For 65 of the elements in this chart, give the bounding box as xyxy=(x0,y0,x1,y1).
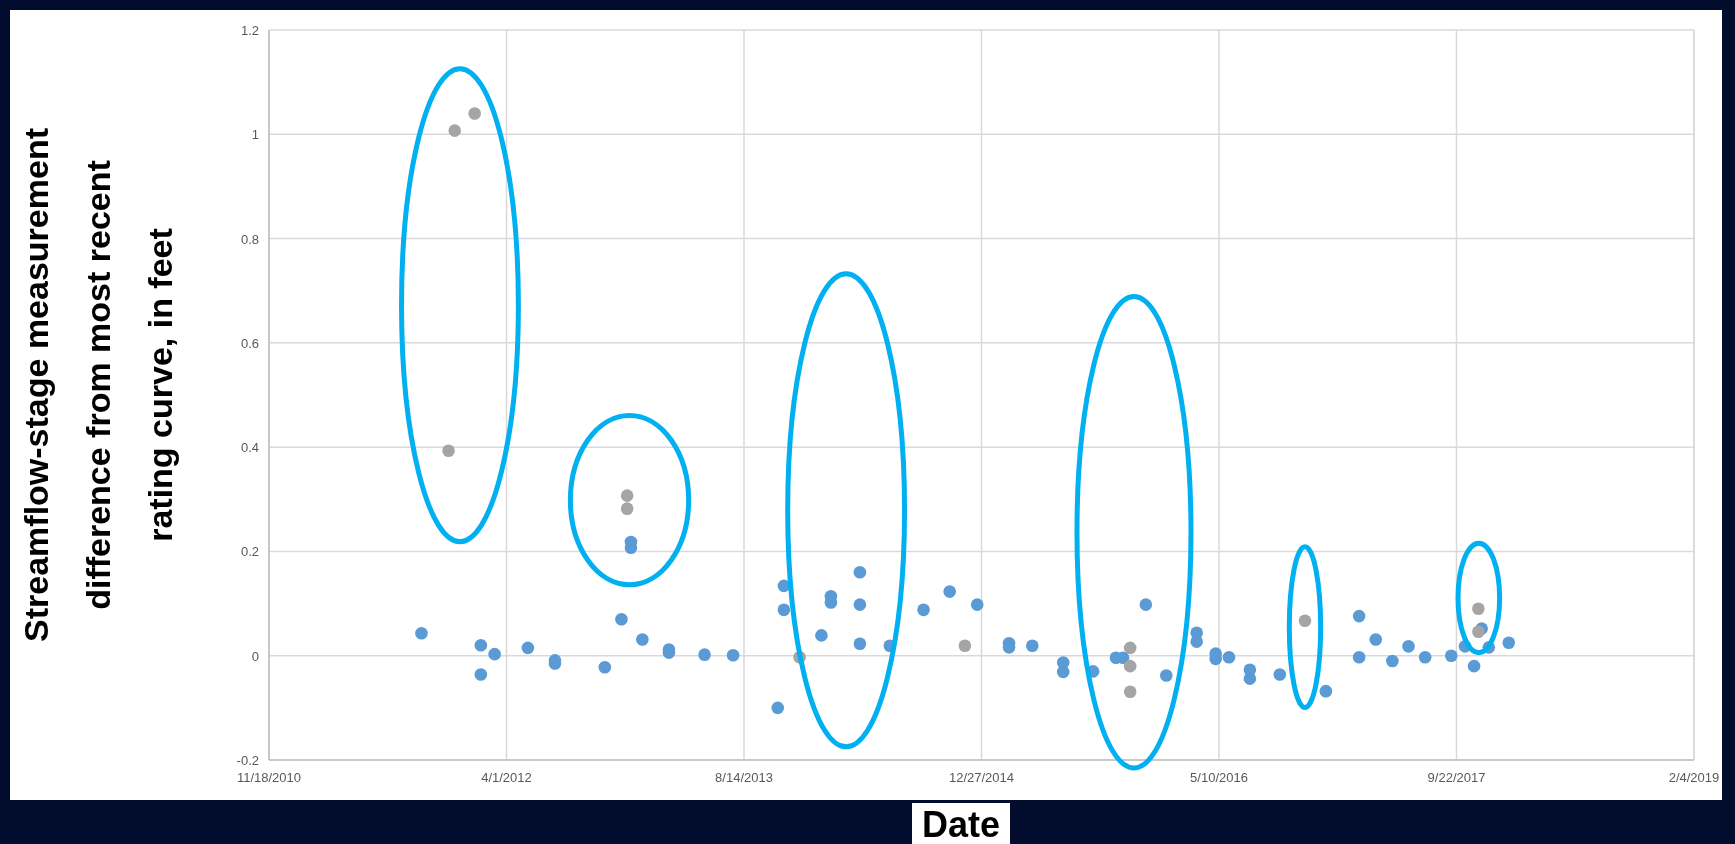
x-tick-label: 12/27/2014 xyxy=(948,770,1015,785)
point xyxy=(1369,633,1383,646)
point xyxy=(726,648,740,662)
point xyxy=(698,648,711,661)
point xyxy=(1352,650,1366,664)
point xyxy=(1298,614,1312,628)
point xyxy=(970,598,984,611)
point xyxy=(1418,650,1432,664)
point xyxy=(1139,598,1153,611)
point xyxy=(598,660,612,674)
point xyxy=(1273,668,1287,681)
point xyxy=(521,641,535,655)
point xyxy=(615,612,628,626)
point xyxy=(1472,602,1485,616)
x-tick-label: 4/1/2012 xyxy=(481,770,532,785)
point xyxy=(1123,685,1137,698)
point xyxy=(468,107,481,120)
point xyxy=(1026,639,1039,653)
point xyxy=(1472,625,1485,639)
point xyxy=(1319,684,1333,698)
point xyxy=(1159,669,1173,682)
point xyxy=(777,603,791,617)
y-tick-label: 1.2 xyxy=(240,23,259,38)
point xyxy=(1467,659,1481,673)
y-tick-label: 0.6 xyxy=(240,335,259,351)
y-tick-label: 0.2 xyxy=(240,544,259,560)
point xyxy=(1502,636,1516,649)
point xyxy=(415,627,428,640)
point xyxy=(771,701,785,715)
point xyxy=(917,603,930,617)
point xyxy=(1386,654,1399,668)
point xyxy=(448,124,462,137)
x-tick-label: 9/22/2017 xyxy=(1427,770,1486,785)
point xyxy=(1123,659,1137,673)
point xyxy=(1444,649,1458,662)
point xyxy=(488,647,501,661)
point xyxy=(474,639,488,652)
point xyxy=(853,637,867,651)
point xyxy=(474,668,488,681)
point xyxy=(853,598,867,611)
point xyxy=(1056,665,1070,679)
point xyxy=(1402,640,1415,653)
point xyxy=(943,585,956,598)
point xyxy=(620,502,634,515)
x-tick-label: 2/4/2019 xyxy=(1668,770,1720,785)
point xyxy=(1243,672,1257,685)
point xyxy=(1222,650,1236,664)
point xyxy=(815,629,828,642)
y-tick-label: 1 xyxy=(251,127,259,143)
x-axis-title: Date xyxy=(921,804,1001,844)
point xyxy=(1352,609,1366,623)
point xyxy=(853,566,867,579)
x-tick-label: 11/18/2010 xyxy=(236,770,302,785)
x-tick-label: 8/14/2013 xyxy=(715,770,773,785)
point xyxy=(442,444,455,458)
point xyxy=(1123,641,1137,655)
point xyxy=(636,633,649,646)
x-tick-label: 5/10/2016 xyxy=(1190,770,1248,785)
point xyxy=(958,639,972,653)
y-tick-label: 0 xyxy=(251,648,259,664)
y-tick-label: -0.2 xyxy=(236,753,259,768)
y-axis-title: Streamflow-stage measurement difference from most recent rating curve, in feet xyxy=(17,128,179,642)
y-tick-label: 0.4 xyxy=(240,440,259,456)
y-tick-label: 0.8 xyxy=(240,231,259,247)
point xyxy=(620,489,634,502)
